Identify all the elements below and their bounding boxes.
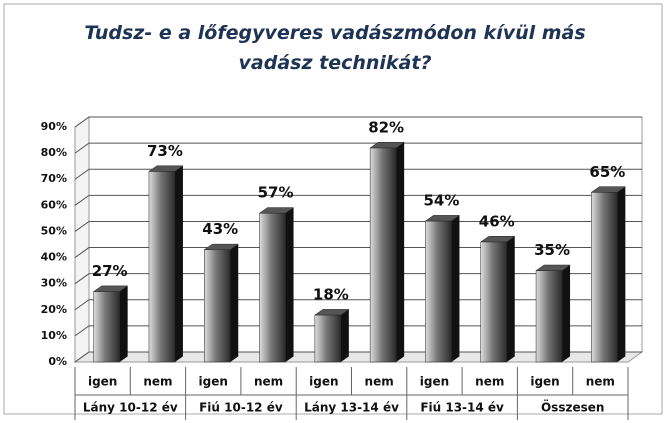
bar: [93, 291, 120, 363]
group-label: Lány 13-14 év: [304, 401, 399, 415]
value-label: 43%: [202, 220, 238, 238]
bar: [314, 314, 342, 363]
group-label: Összesen: [541, 400, 604, 415]
bar-side: [285, 207, 294, 362]
bar-top: [535, 264, 571, 271]
bar: [204, 249, 231, 363]
bar: [425, 220, 452, 363]
x-tick-label: igen: [88, 375, 117, 389]
group-label: Fiú 10-12 év: [199, 401, 283, 415]
frame: [3, 3, 663, 415]
bar: [259, 212, 286, 363]
group-label: Fiú 13-14 év: [420, 401, 504, 415]
y-tick-label: 90%: [41, 120, 67, 133]
x-tick-label: nem: [586, 375, 615, 389]
group-label: Lány 10-12 év: [83, 401, 178, 415]
bar: [535, 270, 563, 363]
bar-top: [590, 186, 627, 193]
bar-side: [617, 186, 626, 362]
y-tick-label: 40%: [41, 251, 67, 264]
bar-top: [258, 207, 295, 214]
bar-top: [424, 215, 461, 222]
bar-top: [479, 236, 516, 243]
bar-side: [506, 236, 515, 362]
bar-top: [314, 309, 350, 316]
x-tick-label: nem: [254, 375, 283, 389]
bar-side: [562, 265, 571, 362]
bar-side: [230, 244, 239, 362]
value-label: 35%: [534, 241, 570, 259]
value-label: 27%: [92, 262, 128, 280]
grid-line: [74, 116, 642, 128]
y-tick-label: 70%: [41, 172, 67, 185]
bar: [148, 171, 176, 363]
bar: [591, 192, 618, 363]
bar-side: [340, 309, 349, 362]
side-wall: [74, 116, 90, 363]
value-label: 18%: [313, 286, 349, 304]
x-tick-label: nem: [143, 375, 172, 389]
value-label: 54%: [423, 192, 459, 210]
value-label: 46%: [479, 212, 515, 230]
bar: [369, 147, 397, 363]
chart-title: Tudsz- e a lőfegyveres vadászmódon kívül…: [84, 22, 586, 74]
bar-top: [148, 165, 184, 172]
x-tick-label: nem: [365, 375, 394, 389]
bar-top: [203, 243, 240, 250]
bar-top: [92, 285, 129, 292]
x-tick-label: igen: [199, 375, 228, 389]
y-tick-label: 30%: [41, 277, 67, 290]
value-label: 73%: [147, 142, 183, 160]
y-tick-label: 0%: [48, 355, 67, 368]
grid-line: [74, 194, 642, 206]
grid-line: [74, 142, 642, 154]
x-tick-label: igen: [309, 375, 338, 389]
y-tick-label: 80%: [41, 146, 67, 159]
y-tick-label: 20%: [41, 303, 67, 316]
y-tick-label: 10%: [41, 329, 67, 342]
bar-side: [119, 285, 128, 362]
y-tick-label: 50%: [41, 224, 67, 237]
x-tick-label: nem: [475, 375, 504, 389]
bar-side: [451, 215, 460, 362]
value-label: 65%: [589, 163, 625, 181]
x-tick-label: igen: [530, 375, 559, 389]
y-tick-label: 60%: [41, 198, 67, 211]
bar-top: [369, 142, 405, 149]
bar-side: [174, 165, 183, 362]
value-label: 82%: [368, 118, 404, 136]
value-label: 57%: [258, 184, 294, 202]
bar-side: [396, 142, 405, 362]
title-box: Tudsz- e a lőfegyveres vadászmódon kívül…: [84, 22, 586, 74]
grid-line: [74, 168, 642, 180]
x-tick-label: igen: [420, 375, 449, 389]
bar: [480, 241, 507, 363]
